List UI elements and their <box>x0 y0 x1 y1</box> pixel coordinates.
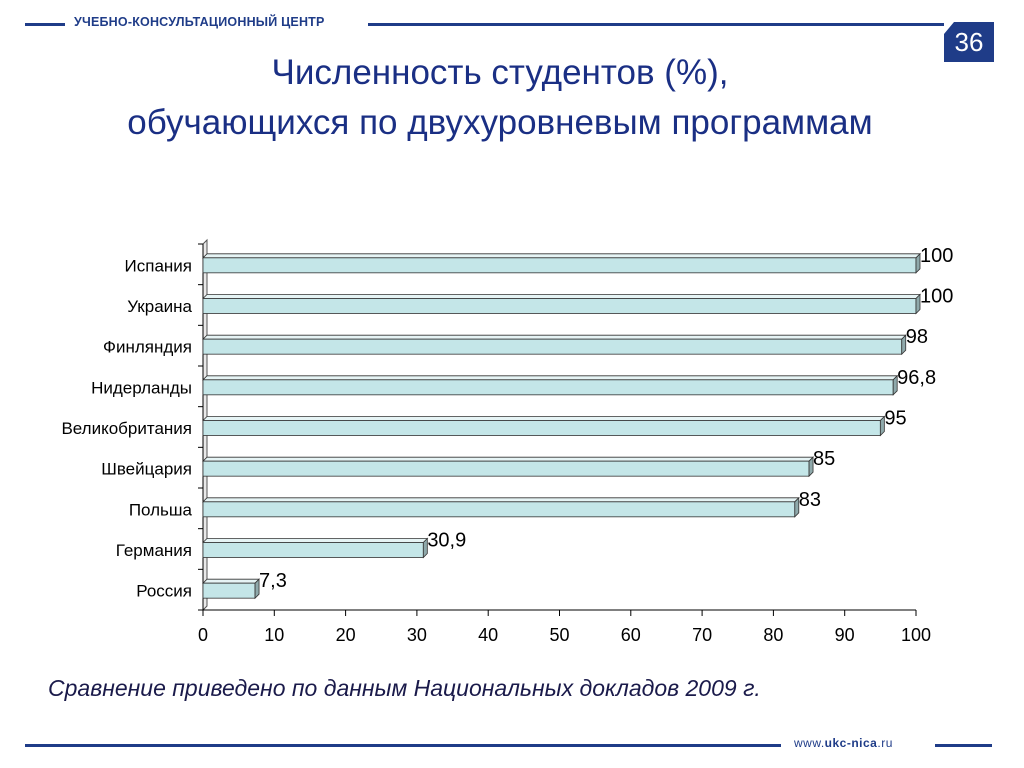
bar-top-face <box>202 497 800 503</box>
bar-end-face <box>422 537 428 559</box>
x-tick-label: 30 <box>407 625 427 645</box>
value-label: 96,8 <box>897 367 936 389</box>
value-label: 30,9 <box>427 530 466 552</box>
category-label: Финляндия <box>103 338 192 357</box>
url-domain: ukc-nica <box>824 736 878 750</box>
category-label: Великобритания <box>61 419 192 438</box>
bar-end-face <box>254 578 260 600</box>
x-tick-label: 100 <box>901 625 931 645</box>
slide-title: Численность студентов (%), обучающихся п… <box>60 48 940 148</box>
x-tick-label: 0 <box>198 625 208 645</box>
bar-top-face <box>202 456 815 462</box>
category-label: Швейцария <box>101 460 192 479</box>
org-name: УЧЕБНО-КОНСУЛЬТАЦИОННЫЙ ЦЕНТР <box>74 15 325 29</box>
bar-end-face <box>901 334 907 356</box>
x-tick-label: 60 <box>621 625 641 645</box>
category-label: Украина <box>127 297 192 316</box>
x-tick-label: 90 <box>835 625 855 645</box>
bar <box>202 501 796 518</box>
value-label: 7,3 <box>259 570 287 592</box>
footer-line-left <box>25 744 781 747</box>
url-prefix: www. <box>794 736 825 750</box>
footer-line-right <box>935 744 992 747</box>
bar-end-face <box>808 456 814 478</box>
title-line-2: обучающихся по двухуровневым программам <box>127 103 873 142</box>
bar <box>202 257 917 274</box>
bar-top-face <box>202 375 899 381</box>
x-tick-label: 20 <box>336 625 356 645</box>
footer-url[interactable]: www.ukc-nica.ru <box>794 736 893 750</box>
x-tick-label: 50 <box>549 625 569 645</box>
bar <box>202 542 424 558</box>
x-tick-label: 80 <box>763 625 783 645</box>
category-label: Польша <box>129 500 193 519</box>
bar <box>202 460 810 477</box>
bar <box>202 582 256 599</box>
bar <box>202 379 894 396</box>
value-label: 83 <box>799 489 821 511</box>
category-label: Испания <box>125 256 192 275</box>
category-label: Россия <box>136 582 192 601</box>
bar-top-face <box>202 253 921 259</box>
header-line-left <box>25 23 65 26</box>
bar-end-face <box>915 293 921 315</box>
bar-top-face <box>202 416 886 421</box>
page-number-badge: 36 <box>944 22 994 62</box>
source-caption: Сравнение приведено по данным Национальн… <box>48 675 761 701</box>
header-line-right <box>368 23 944 26</box>
bar <box>202 420 881 436</box>
x-tick-label: 70 <box>692 625 712 645</box>
category-label: Германия <box>116 541 192 560</box>
bar-top-face <box>202 294 921 299</box>
category-label: Нидерланды <box>91 378 192 397</box>
bar-top-face <box>202 334 907 340</box>
bar-end-face <box>892 374 898 396</box>
bar-top-face <box>202 538 429 543</box>
bar-end-face <box>915 252 921 274</box>
x-tick-label: 10 <box>264 625 284 645</box>
value-label: 85 <box>813 448 835 470</box>
x-tick-label: 40 <box>478 625 498 645</box>
value-label: 100 <box>920 286 953 308</box>
bar <box>202 298 917 314</box>
bar-end-face <box>879 415 885 437</box>
bar <box>202 338 903 355</box>
url-suffix: .ru <box>877 736 893 750</box>
value-label: 98 <box>906 326 928 348</box>
value-label: 95 <box>884 408 906 430</box>
title-line-1: Численность студентов (%), <box>271 53 729 92</box>
bar-top-face <box>202 578 261 584</box>
value-label: 100 <box>920 245 953 267</box>
bar-end-face <box>794 496 800 518</box>
